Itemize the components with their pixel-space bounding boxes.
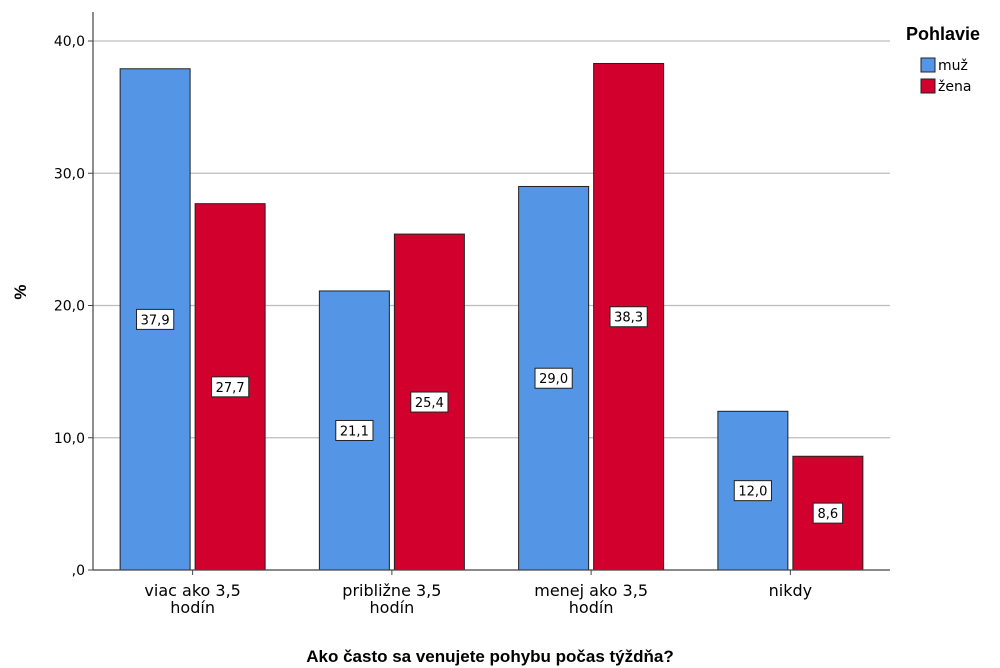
legend: Pohlavie muž žena	[906, 24, 980, 95]
data-label: 27,7	[216, 381, 245, 396]
x-tick-label-line: približne 3,5	[342, 581, 441, 600]
y-tick-label: 10,0	[54, 431, 85, 447]
x-tick-label-line: menej ako 3,5	[534, 581, 648, 600]
legend-title: Pohlavie	[906, 24, 980, 44]
y-ticks: ,0 10,0 20,0 30,0 40,0	[54, 34, 93, 579]
y-axis-title: %	[11, 284, 30, 299]
y-tick-label: ,0	[72, 563, 85, 579]
y-tick-label: 20,0	[54, 299, 85, 315]
x-tick-label: nikdy	[769, 581, 812, 600]
data-label-box	[410, 391, 449, 413]
data-label-box	[136, 308, 175, 330]
legend-label: muž	[938, 58, 968, 74]
data-label: 29,0	[539, 372, 568, 387]
data-label: 8,6	[818, 507, 839, 522]
data-label: 21,1	[340, 424, 369, 439]
x-tick-label: približne 3,5 hodín	[342, 581, 441, 617]
axes	[92, 12, 890, 571]
data-label: 25,4	[415, 396, 444, 411]
data-label-box	[733, 480, 772, 502]
data-label: 38,3	[614, 311, 643, 326]
legend-swatch	[920, 57, 936, 73]
data-label: 12,0	[738, 485, 767, 500]
data-label-box	[335, 419, 374, 441]
x-tick-label: menej ako 3,5 hodín	[534, 581, 648, 617]
data-label-box	[534, 367, 573, 389]
data-label-box	[609, 306, 648, 328]
data-labels: 37,9 27,7 21,1 25,4 29,0 38,3 12,0 8,6	[136, 306, 844, 524]
data-label-box	[211, 376, 250, 398]
legend-label: žena	[938, 79, 971, 95]
x-axis-title: Ako často sa venujete pohybu počas týždň…	[306, 647, 673, 666]
data-label-box	[812, 502, 844, 524]
data-label: 37,9	[141, 313, 170, 328]
x-tick-label-line: viac ako 3,5	[144, 581, 240, 600]
x-tick-label-line: hodín	[569, 598, 614, 617]
x-tick-label-line: hodín	[170, 598, 215, 617]
x-tick-label-line: hodín	[370, 598, 415, 617]
y-tick-label: 30,0	[54, 166, 85, 182]
y-tick-label: 40,0	[54, 34, 85, 50]
x-tick-label-line: nikdy	[769, 581, 812, 600]
x-tick-label: viac ako 3,5 hodín	[144, 581, 240, 617]
legend-swatch	[920, 78, 936, 94]
